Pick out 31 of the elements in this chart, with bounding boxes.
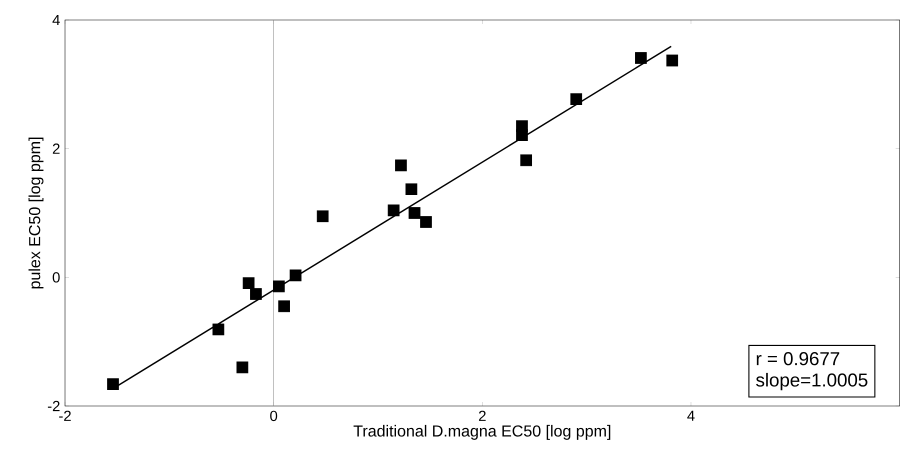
x-tick-label: 2: [478, 410, 486, 421]
annotation: slope=1.0005: [756, 372, 868, 390]
x-tick-label: 4: [687, 410, 695, 421]
point: [635, 52, 647, 64]
point: [278, 300, 290, 312]
point: [408, 207, 420, 219]
x-axis-title: Traditional D.magna EC50 [log ppm]: [354, 424, 610, 440]
point: [388, 204, 400, 216]
x-tick-label: 0: [270, 410, 278, 422]
point: [107, 378, 119, 390]
point: [273, 280, 285, 292]
point: [250, 288, 262, 300]
y-axis-title: pulex EC50 [log ppm]: [28, 138, 44, 288]
point: [406, 183, 418, 196]
point: [236, 362, 248, 374]
point: [212, 324, 224, 336]
point: [666, 54, 678, 66]
y-tick-label: -2: [48, 400, 60, 412]
point: [420, 216, 432, 228]
x-tick-label: -2: [59, 410, 71, 421]
y-tick-label: 0: [52, 272, 60, 283]
point: [570, 93, 582, 105]
point: [242, 277, 254, 289]
point: [516, 129, 528, 142]
point: [520, 154, 532, 166]
y-tick-label: 4: [52, 14, 60, 26]
annotation: r = 0.9677: [756, 352, 840, 366]
point: [316, 210, 329, 222]
point: [290, 270, 302, 282]
y-tick-label: 2: [52, 144, 60, 154]
point: [395, 160, 407, 172]
